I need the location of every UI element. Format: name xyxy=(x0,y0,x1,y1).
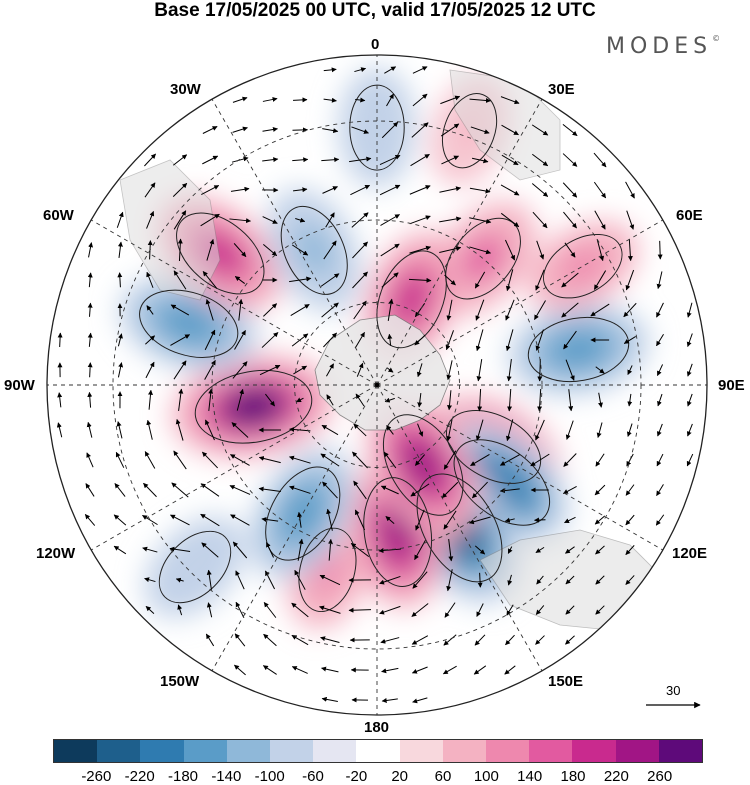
wind-arrow xyxy=(540,359,541,381)
label-60w: 60W xyxy=(43,207,74,224)
colorbar-swatch xyxy=(184,740,227,762)
colorbar-tick-label: -220 xyxy=(125,768,155,785)
colorbar-swatch xyxy=(659,740,702,762)
colorbar-swatch xyxy=(443,740,486,762)
colorbar-tick-label: 60 xyxy=(435,768,452,785)
colorbar-swatch xyxy=(616,740,659,762)
label-180: 180 xyxy=(364,719,389,736)
colorbar-swatch xyxy=(313,740,356,762)
wind-arrow xyxy=(535,520,546,521)
label-150w: 150W xyxy=(160,673,199,690)
colorbar-swatch xyxy=(97,740,140,762)
colorbar-tick-label: 260 xyxy=(647,768,672,785)
label-90w: 90W xyxy=(4,377,35,394)
colorbar-swatch xyxy=(270,740,313,762)
colorbar-swatch xyxy=(54,740,97,762)
wind-arrow xyxy=(660,241,661,259)
label-30w: 30W xyxy=(170,81,201,98)
colorbar-tick-label: 140 xyxy=(517,768,542,785)
colorbar-tick-label: -260 xyxy=(81,768,111,785)
label-90e: 90E xyxy=(718,377,745,394)
label-120e: 120E xyxy=(672,545,707,562)
south-pole-marker xyxy=(375,383,380,388)
colorbar-tick-label: -140 xyxy=(211,768,241,785)
colorbar-swatch xyxy=(400,740,443,762)
colorbar-tick-label: 100 xyxy=(474,768,499,785)
colorbar-swatch xyxy=(486,740,529,762)
label-60e: 60E xyxy=(676,207,703,224)
field-layer xyxy=(40,50,720,730)
colorbar-swatch xyxy=(572,740,615,762)
colorbar-swatch xyxy=(356,740,399,762)
colorbar-tick-label: -180 xyxy=(168,768,198,785)
colorbar-swatch xyxy=(529,740,572,762)
label-0: 0 xyxy=(371,36,379,53)
label-150e: 150E xyxy=(548,673,583,690)
colorbar xyxy=(53,739,703,763)
colorbar-tick-label: 220 xyxy=(604,768,629,785)
colorbar-swatch xyxy=(140,740,183,762)
label-120w: 120W xyxy=(36,545,75,562)
colorbar-tick-label: 180 xyxy=(560,768,585,785)
wind-arrow xyxy=(60,333,61,347)
colorbar-tick-label: 20 xyxy=(391,768,408,785)
reference-vector-label: 30 xyxy=(666,683,680,698)
colorbar-tick-label: -100 xyxy=(255,768,285,785)
colorbar-tick-label: -20 xyxy=(345,768,367,785)
label-30e: 30E xyxy=(548,81,575,98)
colorbar-tick-label: -60 xyxy=(302,768,324,785)
colorbar-swatch xyxy=(227,740,270,762)
